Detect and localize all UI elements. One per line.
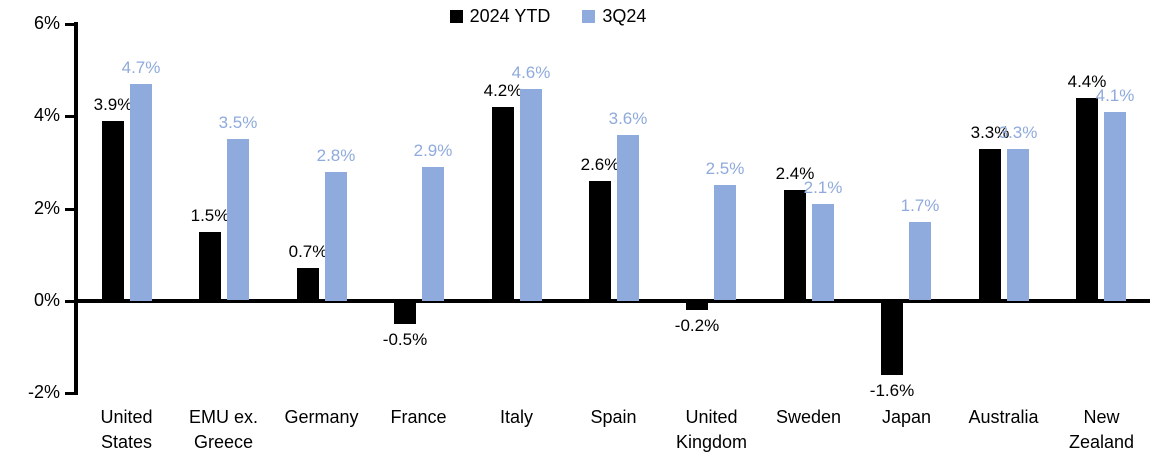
data-label: 4.1% <box>1095 86 1135 105</box>
y-tick-label: -2% <box>27 382 60 402</box>
bar-3q24 <box>1007 149 1029 301</box>
category-label: Germany <box>284 407 359 427</box>
category-label: Australia <box>968 407 1039 427</box>
data-label: -0.5% <box>382 330 428 349</box>
bar-2024-ytd <box>394 301 416 324</box>
data-label: 2.5% <box>705 159 745 178</box>
bar-3q24 <box>812 204 834 301</box>
bar-3q24 <box>909 222 931 300</box>
bar-3q24 <box>422 167 444 301</box>
bar-2024-ytd <box>686 301 708 310</box>
bar-2024-ytd <box>199 232 221 301</box>
category-label: Spain <box>590 407 637 427</box>
y-axis-line <box>74 22 78 395</box>
bar-2024-ytd <box>297 268 319 300</box>
bar-3q24 <box>1104 112 1126 301</box>
category-label: EMU ex. Greece <box>188 407 258 452</box>
bar-3q24 <box>714 185 736 300</box>
category-label: Italy <box>499 407 533 427</box>
bar-2024-ytd <box>589 181 611 301</box>
chart-legend: 2024 YTD 3Q24 <box>0 6 1152 26</box>
data-label: 2.8% <box>316 146 356 165</box>
data-label: 3.9% <box>93 95 133 114</box>
legend-swatch-3q24-icon <box>582 9 596 23</box>
y-axis-tick <box>65 23 74 26</box>
data-label: 4.2% <box>483 81 523 100</box>
data-label: 3.5% <box>218 113 258 132</box>
data-label: 2.4% <box>775 164 815 183</box>
bar-3q24 <box>325 172 347 301</box>
bar-3q24 <box>617 135 639 301</box>
data-label: 3.3% <box>998 123 1038 142</box>
data-label: 3.6% <box>608 109 648 128</box>
bar-2024-ytd <box>102 121 124 301</box>
bar-3q24 <box>227 139 249 300</box>
data-label: 2.6% <box>580 155 620 174</box>
legend-item-2024-ytd: 2024 YTD <box>449 6 551 26</box>
category-label: Japan <box>881 407 932 427</box>
category-label: New Zealand <box>1068 407 1135 452</box>
category-label: United Kingdom <box>675 407 748 452</box>
bar-2024-ytd <box>492 107 514 301</box>
y-axis-tick <box>65 392 74 395</box>
data-label: -1.6% <box>869 381 915 400</box>
y-tick-label: 2% <box>33 198 60 218</box>
y-axis-tick <box>65 208 74 211</box>
data-label: 4.7% <box>121 58 161 77</box>
y-axis-tick <box>65 300 74 303</box>
y-tick-label: 4% <box>33 105 60 125</box>
data-label: 1.7% <box>900 196 940 215</box>
bar-3q24 <box>520 89 542 301</box>
y-tick-label: 6% <box>33 13 60 33</box>
bar-2024-ytd <box>979 149 1001 301</box>
legend-swatch-2024-ytd-icon <box>449 9 463 23</box>
data-label: 0.7% <box>288 242 328 261</box>
data-label: 3.3% <box>970 123 1010 142</box>
data-label: 4.4% <box>1067 72 1107 91</box>
bar-2024-ytd <box>784 190 806 301</box>
bar-2024-ytd <box>881 301 903 375</box>
data-label: -0.2% <box>674 316 720 335</box>
data-label: 1.5% <box>190 206 230 225</box>
zero-baseline <box>74 299 1150 303</box>
y-tick-label: 0% <box>33 290 60 310</box>
category-label: United States <box>100 407 153 452</box>
bar-2024-ytd <box>1076 98 1098 301</box>
legend-label-2024-ytd: 2024 YTD <box>469 6 551 26</box>
data-label: 2.9% <box>413 141 453 160</box>
legend-label-3q24: 3Q24 <box>602 6 647 26</box>
data-label: 2.1% <box>803 178 843 197</box>
category-label: France <box>390 407 447 427</box>
bar-3q24 <box>130 84 152 301</box>
y-axis-tick <box>65 115 74 118</box>
legend-item-3q24: 3Q24 <box>582 6 646 26</box>
data-label: 4.6% <box>511 63 551 82</box>
category-label: Sweden <box>775 407 842 427</box>
